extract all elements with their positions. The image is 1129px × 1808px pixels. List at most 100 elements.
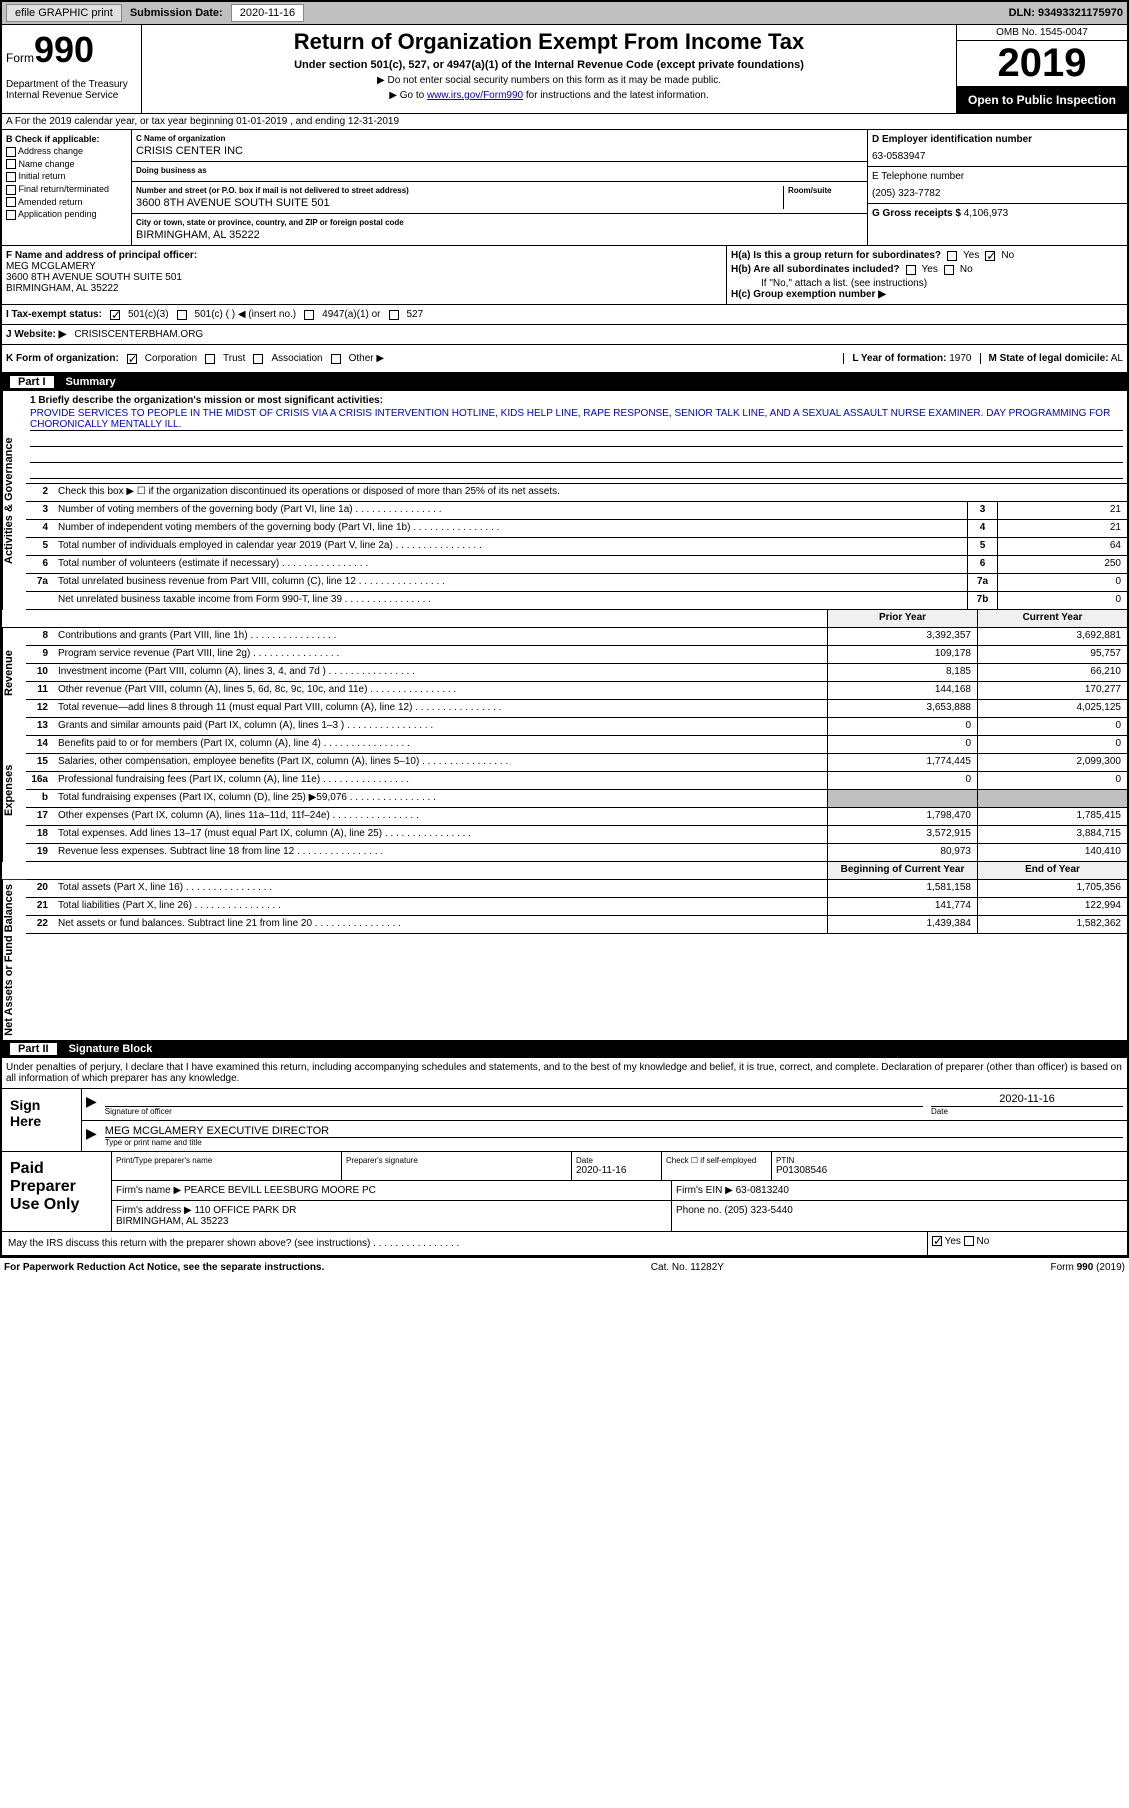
- gov-line: 3Number of voting members of the governi…: [26, 502, 1127, 520]
- gov-section: Activities & Governance 1 Briefly descri…: [2, 391, 1127, 610]
- sign-here-row: Sign Here ▶ Signature of officer 2020-11…: [2, 1089, 1127, 1152]
- data-line: 11Other revenue (Part VIII, column (A), …: [26, 682, 1127, 700]
- dln: DLN: 93493321175970: [1009, 7, 1123, 19]
- row-tax: I Tax-exempt status: 501(c)(3) 501(c) ( …: [2, 305, 1127, 325]
- na-section: Net Assets or Fund Balances 20Total asse…: [2, 880, 1127, 1040]
- form-label: Form: [6, 51, 34, 65]
- year-formed: 1970: [949, 353, 971, 364]
- chk-501c3[interactable]: [110, 310, 120, 320]
- pname-label: Print/Type preparer's name: [116, 1156, 337, 1165]
- chk-trust[interactable]: [205, 354, 215, 364]
- sig-arrow2-icon: ▶: [86, 1125, 97, 1147]
- psig-label: Preparer's signature: [346, 1156, 567, 1165]
- sig-name: MEG MCGLAMERY EXECUTIVE DIRECTOR: [105, 1125, 1123, 1138]
- col-f: F Name and address of principal officer:…: [2, 246, 727, 304]
- cat-no: Cat. No. 11282Y: [651, 1262, 724, 1273]
- row-fgh: F Name and address of principal officer:…: [2, 246, 1127, 305]
- title-box: Return of Organization Exempt From Incom…: [142, 25, 957, 113]
- vtab-exp: Expenses: [2, 718, 26, 862]
- chk-corp[interactable]: [127, 354, 137, 364]
- discuss-yes[interactable]: [932, 1236, 942, 1246]
- sig-date-label: Date: [931, 1107, 1123, 1116]
- note2: ▶ Go to www.irs.gov/Form990 for instruct…: [146, 90, 952, 101]
- form-ref: Form 990 (2019): [1051, 1262, 1125, 1273]
- efile-print-button[interactable]: efile GRAPHIC print: [6, 4, 122, 22]
- current-year-hdr: Current Year: [977, 610, 1127, 627]
- ha-yes[interactable]: [947, 251, 957, 261]
- data-line: 22Net assets or fund balances. Subtract …: [26, 916, 1127, 934]
- sig-date: 2020-11-16: [931, 1093, 1123, 1107]
- dba-label: Doing business as: [136, 166, 863, 175]
- data-line: 9Program service revenue (Part VIII, lin…: [26, 646, 1127, 664]
- year-box: OMB No. 1545-0047 2019 Open to Public In…: [957, 25, 1127, 113]
- hb-no[interactable]: [944, 265, 954, 275]
- website-label: J Website: ▶: [6, 329, 66, 340]
- chk-name[interactable]: Name change: [6, 159, 127, 170]
- header-row: Form990 Department of the Treasury Inter…: [2, 25, 1127, 114]
- data-line: 17Other expenses (Part IX, column (A), l…: [26, 808, 1127, 826]
- hb-yes[interactable]: [906, 265, 916, 275]
- website-val: CRISISCENTERBHAM.ORG: [74, 329, 203, 340]
- ein: 63-0583947: [872, 151, 1123, 162]
- chk-amended[interactable]: Amended return: [6, 197, 127, 208]
- chk-initial[interactable]: Initial return: [6, 171, 127, 182]
- chk-assoc[interactable]: [253, 354, 263, 364]
- form-title: Return of Organization Exempt From Incom…: [146, 29, 952, 55]
- part1-num: Part I: [10, 376, 54, 388]
- data-line: 8Contributions and grants (Part VIII, li…: [26, 628, 1127, 646]
- hb-note: If "No," attach a list. (see instruction…: [731, 278, 1123, 289]
- subdate-value: 2020-11-16: [231, 4, 304, 22]
- discuss-no[interactable]: [964, 1236, 974, 1246]
- org-name: CRISIS CENTER INC: [136, 145, 863, 157]
- discuss-row: May the IRS discuss this return with the…: [2, 1231, 1127, 1256]
- chk-final[interactable]: Final return/terminated: [6, 184, 127, 195]
- chk-other[interactable]: [331, 354, 341, 364]
- top-bar: efile GRAPHIC print Submission Date: 202…: [2, 2, 1127, 25]
- col-c: C Name of organization CRISIS CENTER INC…: [132, 130, 867, 245]
- col-b-hdr: B Check if applicable:: [6, 134, 127, 144]
- room-label: Room/suite: [788, 186, 863, 195]
- part2-header: Part II Signature Block: [2, 1040, 1127, 1058]
- officer-label: F Name and address of principal officer:: [6, 250, 722, 261]
- firm-addr-label: Firm's address ▶: [116, 1205, 192, 1216]
- chk-address[interactable]: Address change: [6, 146, 127, 157]
- state-domicile: AL: [1111, 353, 1123, 364]
- gov-line: 6Total number of volunteers (estimate if…: [26, 556, 1127, 574]
- chk-pending[interactable]: Application pending: [6, 209, 127, 220]
- phone-label: Phone no.: [676, 1205, 722, 1216]
- firm-ein-label: Firm's EIN ▶: [676, 1185, 733, 1196]
- sig-officer-label: Signature of officer: [105, 1107, 923, 1116]
- vtab-gov: Activities & Governance: [2, 391, 26, 610]
- data-line: 15Salaries, other compensation, employee…: [26, 754, 1127, 772]
- rev-section: Revenue 8Contributions and grants (Part …: [2, 628, 1127, 718]
- py-header: Prior Year Current Year: [2, 610, 1127, 628]
- data-line: 14Benefits paid to or for members (Part …: [26, 736, 1127, 754]
- phone: (205) 323-5440: [724, 1205, 792, 1216]
- tel-label: E Telephone number: [872, 171, 1123, 182]
- ha-no[interactable]: [985, 251, 995, 261]
- sig-arrow-icon: ▶: [86, 1093, 97, 1116]
- data-line: 19Revenue less expenses. Subtract line 1…: [26, 844, 1127, 862]
- firm-ein: 63-0813240: [736, 1185, 789, 1196]
- row-web: J Website: ▶ CRISISCENTERBHAM.ORG: [2, 325, 1127, 345]
- dept-text: Department of the Treasury Internal Reve…: [6, 79, 137, 101]
- officer-name: MEG MCGLAMERY: [6, 261, 722, 272]
- omb: OMB No. 1545-0047: [957, 25, 1127, 41]
- irs-link[interactable]: www.irs.gov/Form990: [427, 90, 523, 101]
- pdate-label: Date: [576, 1156, 657, 1165]
- gov-line: 4Number of independent voting members of…: [26, 520, 1127, 538]
- mission-label: 1 Briefly describe the organization's mi…: [30, 395, 1123, 406]
- addr: 3600 8TH AVENUE SOUTH SUITE 501: [136, 197, 783, 209]
- ha-label: H(a) Is this a group return for subordin…: [731, 250, 941, 261]
- chk-527[interactable]: [389, 310, 399, 320]
- city-label: City or town, state or province, country…: [136, 218, 863, 227]
- col-d: D Employer identification number 63-0583…: [867, 130, 1127, 245]
- ptin: P01308546: [776, 1165, 1123, 1176]
- tel: (205) 323-7782: [872, 188, 1123, 199]
- addr-label: Number and street (or P.O. box if mail i…: [136, 186, 783, 195]
- chk-501c[interactable]: [177, 310, 187, 320]
- gov-line: 2Check this box ▶ ☐ if the organization …: [26, 484, 1127, 502]
- chk-4947[interactable]: [304, 310, 314, 320]
- org-name-label: C Name of organization: [136, 134, 863, 143]
- row-k: K Form of organization: Corporation Trus…: [2, 345, 1127, 373]
